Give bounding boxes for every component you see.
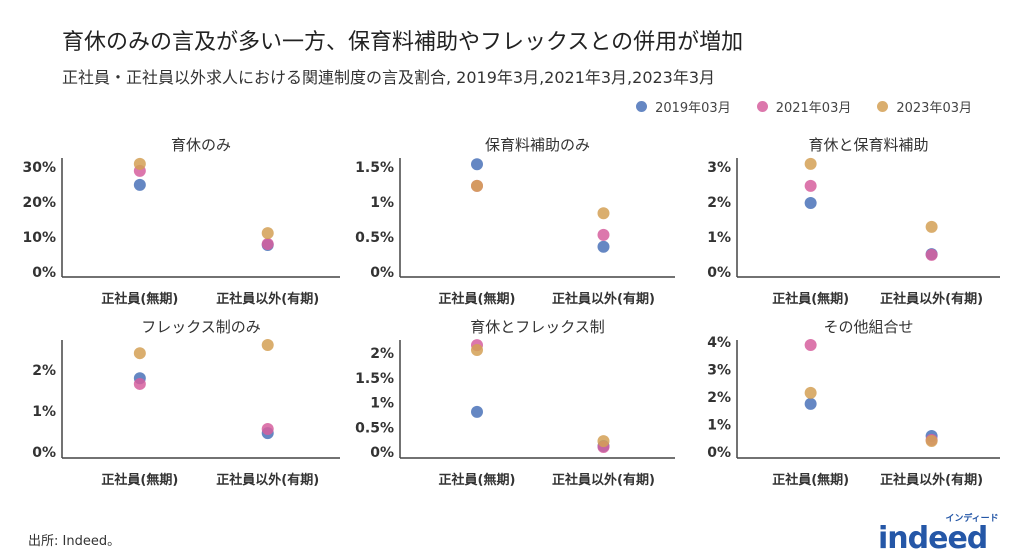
data-point xyxy=(804,339,817,352)
x-tick-label: 正社員(無期) xyxy=(772,472,849,488)
data-point xyxy=(471,158,483,171)
legend-label: 2021年03月 xyxy=(775,101,852,116)
panel-title: フレックス制のみ xyxy=(141,318,261,336)
data-point xyxy=(261,227,274,240)
legend-marker xyxy=(877,101,889,112)
y-tick-label: 0% xyxy=(32,445,56,461)
data-point xyxy=(804,386,817,399)
data-point xyxy=(597,228,610,241)
legend: 2019年03月 2021年03月 2023年03月 xyxy=(636,97,972,116)
legend-item: 2021年03月 xyxy=(756,97,852,116)
y-tick-label: 4% xyxy=(707,335,731,351)
y-tick-label: 3% xyxy=(707,160,731,176)
panel-title: その他組合せ xyxy=(823,318,913,336)
data-point xyxy=(597,207,610,220)
logo-text: indeed xyxy=(878,521,987,552)
data-point xyxy=(804,179,817,192)
x-tick-label: 正社員以外(有期) xyxy=(552,291,655,307)
y-tick-label: 30% xyxy=(22,160,56,176)
legend-item: 2023年03月 xyxy=(877,97,972,116)
y-tick-label: 2% xyxy=(707,195,731,211)
x-tick-label: 正社員以外(有期) xyxy=(552,472,655,488)
y-tick-label: 0% xyxy=(707,265,731,281)
x-tick-label: 正社員(無期) xyxy=(439,472,516,488)
panel-title: 育休と保育料補助 xyxy=(808,136,928,154)
data-point xyxy=(471,405,483,418)
data-point xyxy=(925,435,938,447)
y-tick-label: 1% xyxy=(707,418,731,434)
y-tick-label: 1% xyxy=(370,195,394,211)
data-point xyxy=(597,240,610,253)
data-point xyxy=(925,248,938,261)
data-point xyxy=(133,377,146,390)
data-point xyxy=(133,157,146,170)
panel-title: 育休とフレックス制 xyxy=(470,318,605,336)
chart-title: 育休のみの言及が多い一方、保育料補助やフレックスとの併用が増加 xyxy=(62,30,744,55)
y-tick-label: 0.5% xyxy=(355,230,394,246)
legend-marker xyxy=(756,101,768,112)
y-tick-label: 2% xyxy=(707,390,731,406)
data-point xyxy=(597,435,610,448)
x-tick-label: 正社員(無期) xyxy=(101,291,178,307)
x-tick-label: 正社員以外(有期) xyxy=(216,472,319,488)
x-tick-label: 正社員以外(有期) xyxy=(880,472,983,488)
y-tick-label: 2% xyxy=(370,346,394,362)
data-point xyxy=(261,338,274,351)
data-point xyxy=(133,347,146,360)
y-tick-label: 10% xyxy=(22,230,56,246)
data-point xyxy=(925,220,938,233)
panel-title: 保育料補助のみ xyxy=(485,136,590,154)
y-tick-label: 2% xyxy=(32,363,56,379)
x-tick-label: 正社員(無期) xyxy=(101,472,178,488)
data-point xyxy=(133,178,146,191)
chart-subtitle: 正社員・正社員以外求人における関連制度の言及割合, 2019年3月,2021年3… xyxy=(62,68,716,87)
logo-kana: インディード xyxy=(945,512,998,524)
data-point xyxy=(471,344,483,357)
legend-label: 2019年03月 xyxy=(655,101,731,116)
data-point xyxy=(804,197,817,210)
y-tick-label: 0% xyxy=(707,445,731,461)
y-tick-label: 1.5% xyxy=(355,160,394,176)
data-point xyxy=(804,397,817,410)
y-tick-label: 0.5% xyxy=(355,420,394,436)
legend-label: 2023年03月 xyxy=(896,101,972,116)
source-note: 出所: Indeed。 xyxy=(28,534,121,549)
legend-marker xyxy=(636,101,648,112)
data-point xyxy=(804,157,817,170)
y-tick-label: 3% xyxy=(707,363,731,379)
y-tick-label: 0% xyxy=(370,265,394,281)
y-tick-label: 0% xyxy=(370,445,394,461)
y-tick-label: 1% xyxy=(707,230,731,246)
x-tick-label: 正社員以外(有期) xyxy=(216,291,319,307)
y-tick-label: 1% xyxy=(370,396,394,412)
panel-title: 育休のみ xyxy=(171,136,231,154)
y-tick-label: 1.5% xyxy=(355,371,394,387)
indeed-logo: インディード indeed xyxy=(878,512,999,552)
data-point xyxy=(261,238,274,250)
y-tick-label: 0% xyxy=(32,265,56,281)
y-tick-label: 1% xyxy=(32,404,56,420)
data-point xyxy=(261,423,274,436)
legend-item: 2019年03月 xyxy=(636,97,731,116)
y-tick-label: 20% xyxy=(22,195,56,211)
x-tick-label: 正社員(無期) xyxy=(772,291,849,307)
x-tick-label: 正社員以外(有期) xyxy=(880,291,983,307)
x-tick-label: 正社員(無期) xyxy=(439,291,516,307)
data-point xyxy=(471,179,483,192)
